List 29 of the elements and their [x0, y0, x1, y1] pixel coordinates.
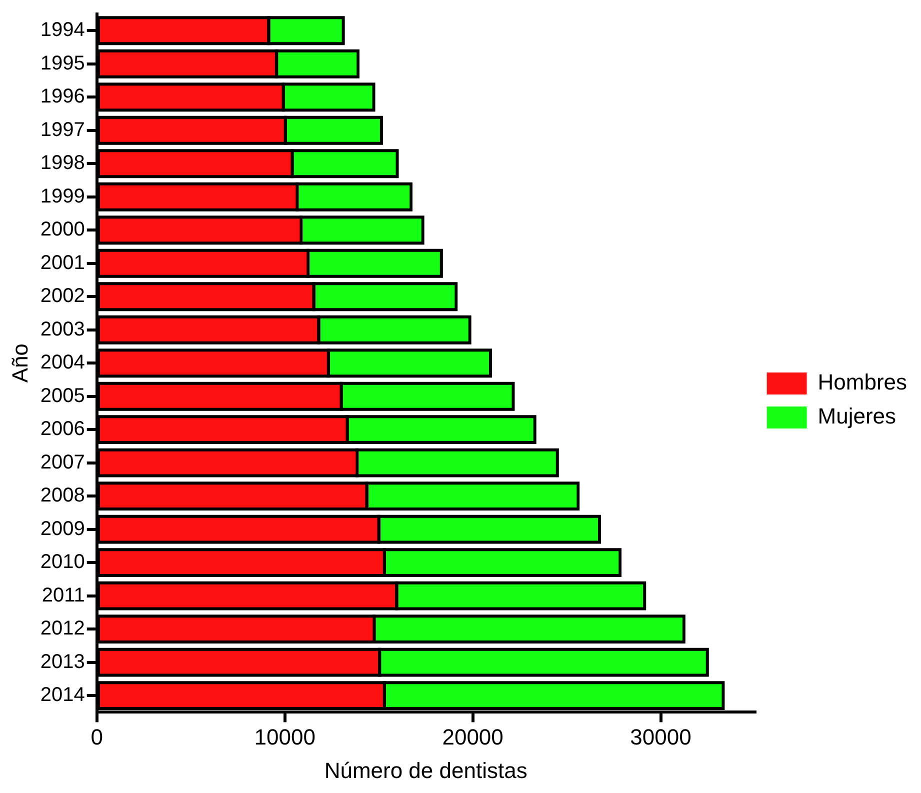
y-tick-label: 2005 [40, 384, 85, 407]
y-tick-label: 2013 [40, 650, 85, 673]
y-tick-label: 2010 [40, 551, 85, 574]
x-tick-label: 10000 [254, 724, 316, 750]
y-tick-label: 2002 [40, 285, 85, 308]
y-tick-label: 1994 [40, 19, 85, 42]
legend-label: Mujeres [818, 404, 896, 429]
y-tick-label: 2001 [40, 252, 85, 274]
y-tick-label: 2008 [40, 484, 85, 507]
y-tick-label: 2014 [40, 684, 85, 706]
x-tick-label: 30000 [630, 724, 692, 750]
y-tick-label: 1995 [40, 52, 85, 74]
legend-label: Hombres [818, 370, 908, 395]
y-tick-label: 2007 [40, 451, 85, 474]
y-axis-title: Año [7, 344, 32, 383]
y-tick-label: 2012 [40, 618, 85, 640]
y-tick-label: 2004 [40, 352, 85, 374]
y-tick-label: 2006 [40, 418, 85, 440]
y-tick-label: 2011 [42, 584, 85, 606]
y-tick-label: 1998 [40, 152, 85, 174]
y-tick-label: 1996 [40, 86, 85, 108]
x-tick-label: 20000 [442, 724, 504, 750]
y-tick-label: 1999 [40, 185, 85, 208]
y-tick-label: 2003 [40, 318, 85, 340]
y-tick-label: 2000 [40, 218, 85, 241]
y-tick-label: 1997 [40, 118, 85, 141]
x-tick-label: 0 [90, 724, 104, 750]
y-tick-label: 2009 [40, 518, 85, 540]
x-axis-title: Número de dentistas [324, 758, 528, 783]
